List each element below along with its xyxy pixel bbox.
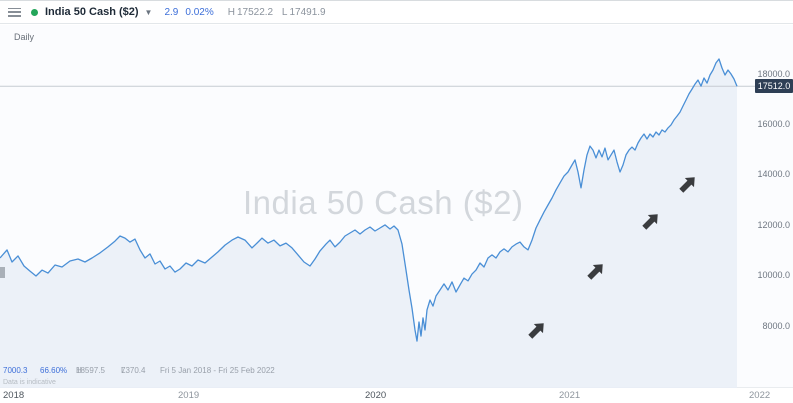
x-axis-label: 2019 — [178, 390, 200, 401]
x-axis-label: 2018 — [3, 390, 25, 401]
trend-arrow-annotation — [528, 323, 544, 339]
menu-icon[interactable] — [8, 7, 21, 17]
market-open-status-dot — [31, 8, 38, 16]
y-axis-label: 14000.0 — [757, 169, 790, 180]
x-axis-label: 2020 — [365, 390, 387, 401]
price-change-value: 2.9 — [164, 6, 179, 18]
x-axis-label: 2021 — [559, 390, 581, 401]
data-indicative-note: Data is indicative — [3, 379, 56, 386]
period-change-points: 7000.3 — [3, 366, 28, 375]
session-high-label: H — [227, 6, 235, 18]
trend-arrow-annotation — [679, 177, 695, 193]
chart-header: India 50 Cash ($2) ▼ 2.9 0.02% H 17522.2 … — [0, 0, 793, 24]
trend-arrow-annotation — [587, 264, 603, 280]
left-axis-fragment — [0, 267, 5, 278]
session-high-low: H 17522.2 L 17491.9 — [228, 7, 326, 18]
price-change-percent: 0.02% — [185, 6, 214, 18]
series-line — [0, 58, 738, 342]
session-high-value: 17522.2 — [236, 6, 274, 18]
period-change-percent: 66.60% — [40, 366, 68, 375]
trend-arrow-annotation — [642, 214, 658, 230]
area-fill — [0, 59, 737, 388]
session-low-label: L — [281, 6, 288, 18]
period-date-range: Fri 5 Jan 2018 - Fri 25 Feb 2022 — [160, 366, 275, 375]
chevron-down-icon[interactable]: ▼ — [144, 7, 153, 17]
current-price-tag: 17512.0 — [755, 79, 793, 94]
session-low-value: 17491.9 — [289, 6, 326, 18]
y-axis-label: 8000.0 — [762, 320, 790, 331]
timeframe-label: Daily — [14, 32, 35, 42]
y-axis-label: 10000.0 — [757, 270, 790, 281]
y-axis-label: 18000.0 — [757, 68, 790, 79]
instrument-name[interactable]: India 50 Cash ($2) — [45, 6, 139, 18]
y-axis-label: 16000.0 — [757, 118, 790, 129]
y-axis-label: 12000.0 — [757, 219, 790, 230]
x-axis-label: 2022 — [749, 390, 771, 401]
instrument-watermark: India 50 Cash ($2) — [243, 184, 524, 221]
